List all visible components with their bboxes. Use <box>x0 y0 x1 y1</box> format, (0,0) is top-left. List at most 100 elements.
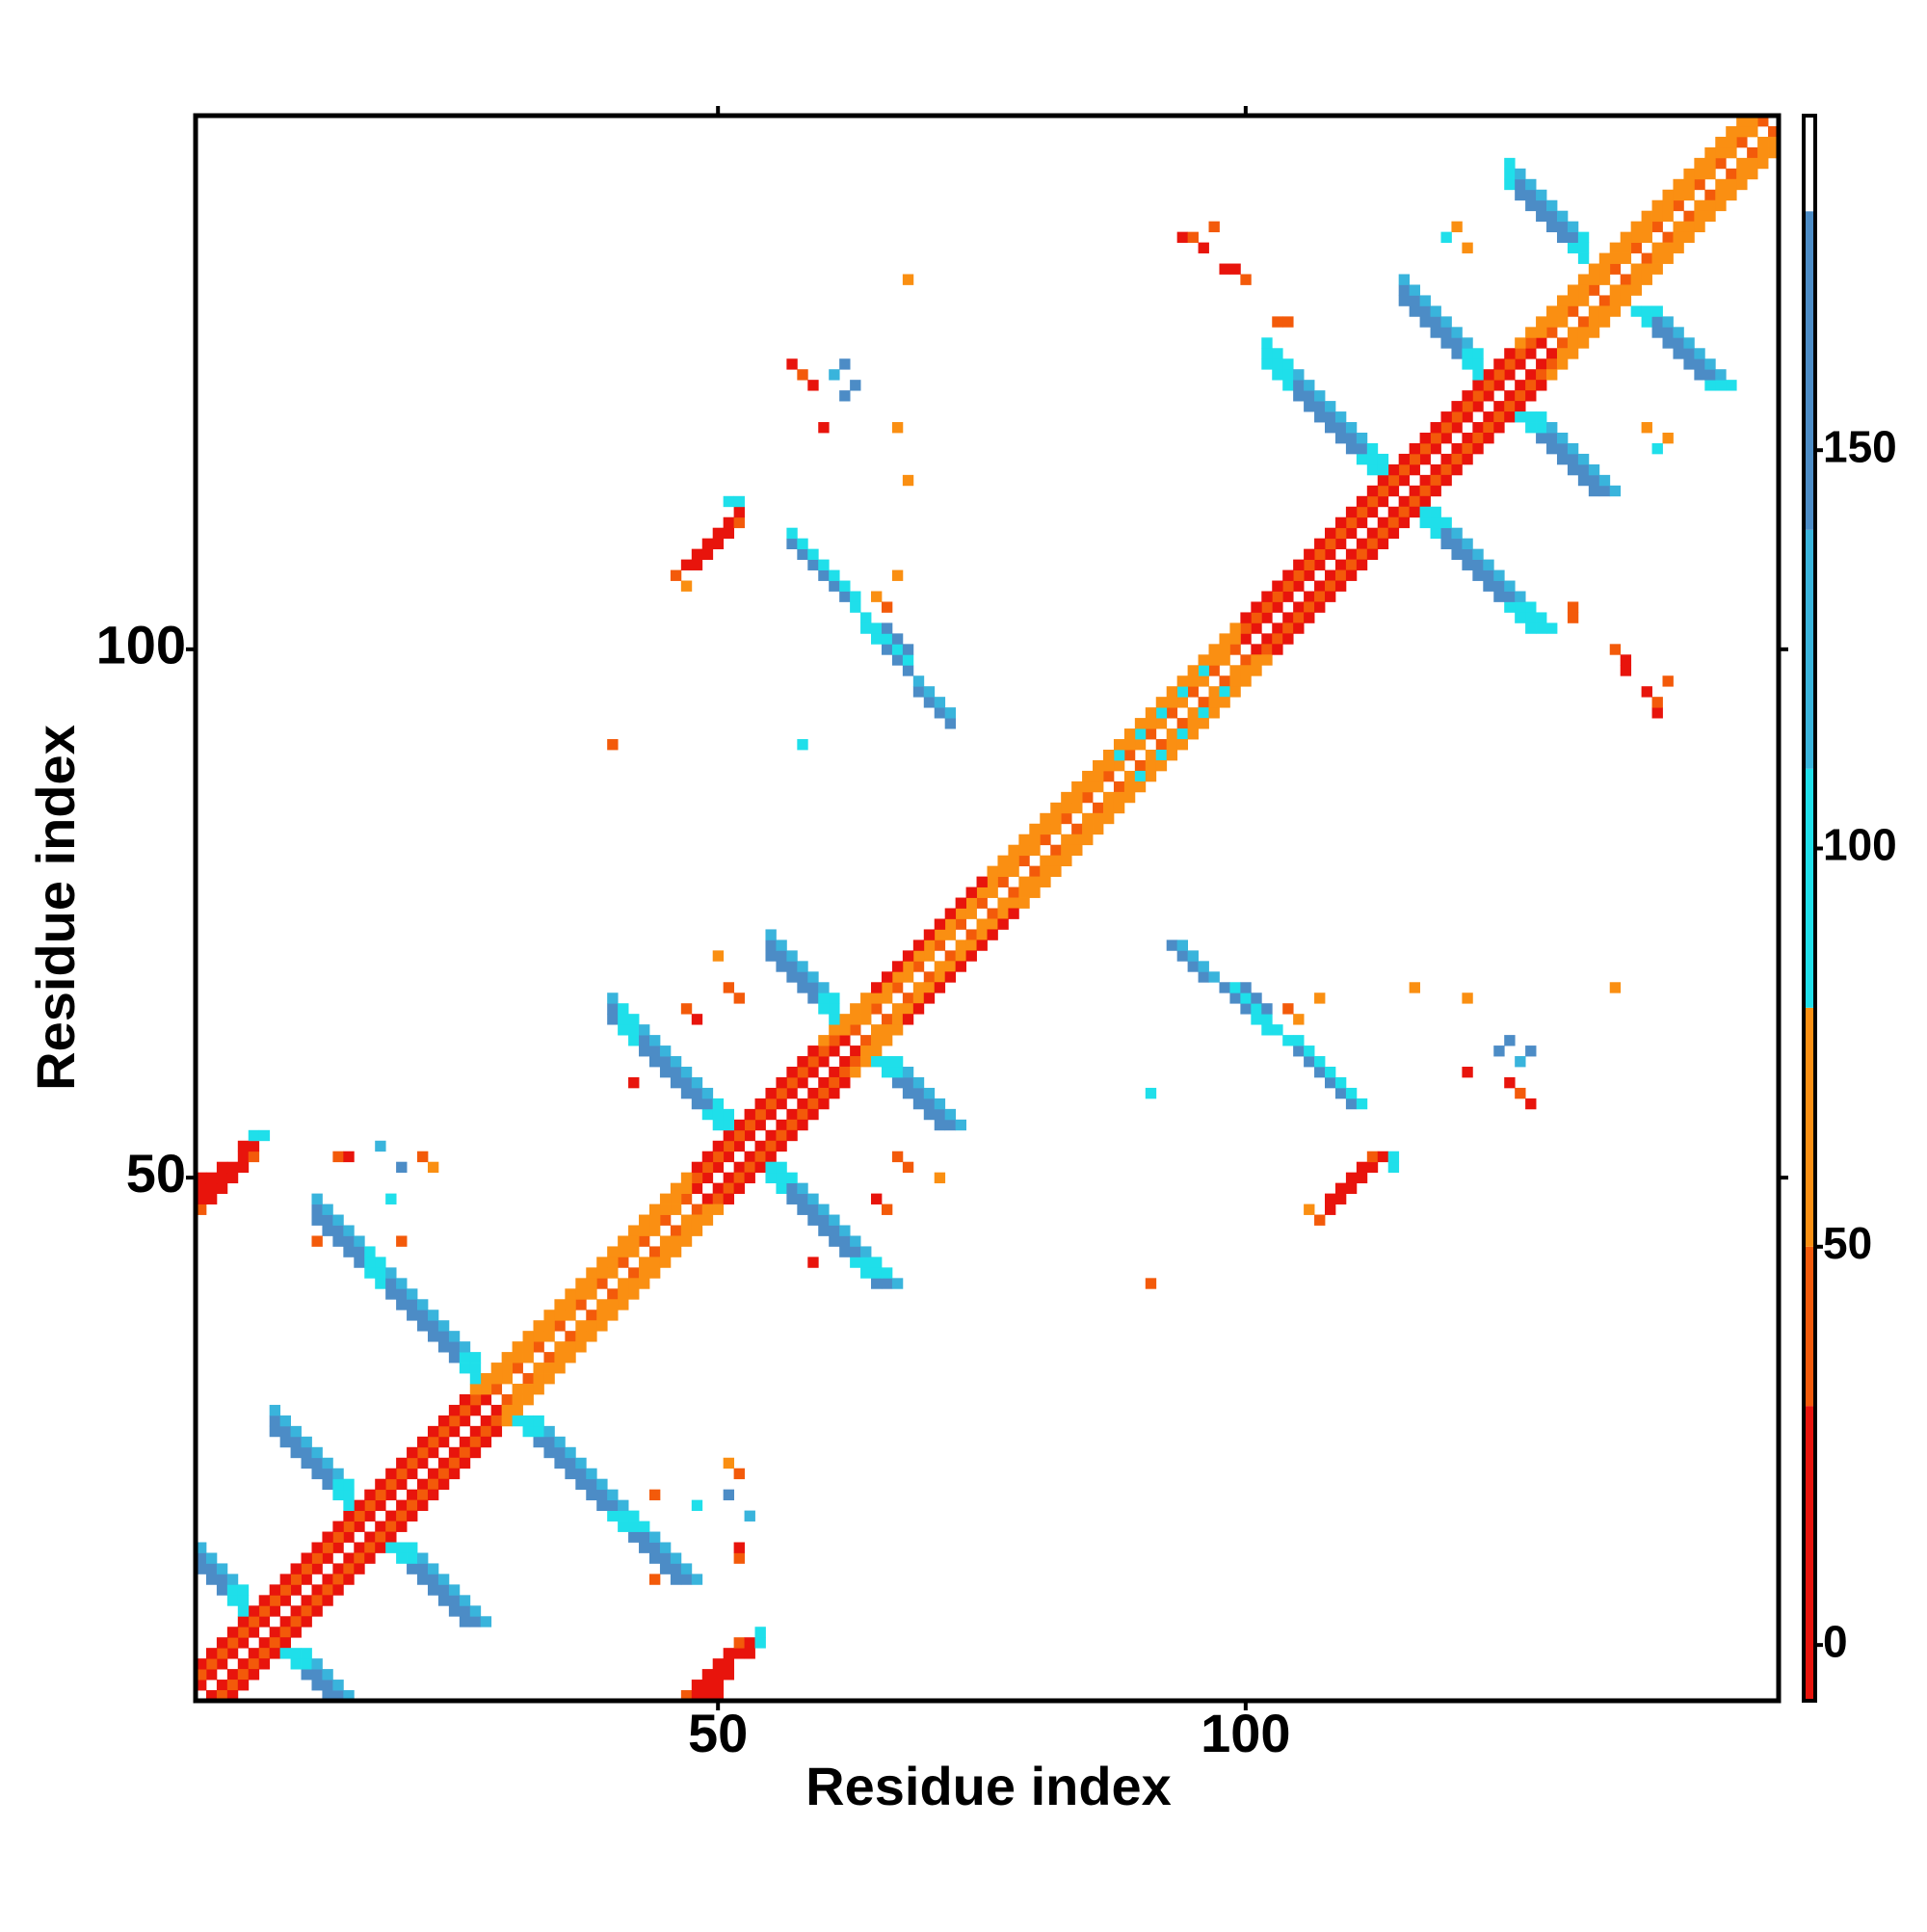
heatmap-cell <box>1419 305 1431 317</box>
heatmap-cell <box>480 1415 492 1427</box>
heatmap-cell <box>1229 644 1241 655</box>
heatmap-cell <box>786 950 798 962</box>
heatmap-cell <box>1345 442 1358 455</box>
heatmap-cell <box>1419 442 1431 455</box>
heatmap-cell <box>596 1499 608 1511</box>
heatmap-cell <box>1356 453 1368 465</box>
heatmap-cell <box>1588 284 1600 296</box>
heatmap-cell <box>923 697 936 708</box>
heatmap-cell <box>1334 538 1347 550</box>
heatmap-cell <box>290 1574 302 1585</box>
heatmap-cell <box>301 1446 312 1459</box>
heatmap-cell <box>554 1310 566 1321</box>
heatmap-cell <box>1398 274 1411 285</box>
heatmap-cell <box>1293 380 1305 391</box>
heatmap-cell <box>691 1690 703 1702</box>
heatmap-cell <box>1272 644 1283 655</box>
heatmap-cell <box>1726 380 1737 391</box>
heatmap-cell <box>912 1098 925 1110</box>
heatmap-cell <box>1029 887 1041 898</box>
heatmap-cell <box>891 644 904 655</box>
heatmap-cell <box>829 1214 840 1226</box>
heatmap-cell <box>733 1119 745 1131</box>
heatmap-cell <box>786 1119 798 1131</box>
heatmap-cell <box>1515 390 1526 402</box>
heatmap-cell <box>648 1489 661 1501</box>
heatmap-cell <box>1440 422 1452 434</box>
heatmap-cell <box>723 1182 735 1194</box>
heatmap-cell <box>1598 295 1611 306</box>
heatmap-cell <box>1567 337 1579 349</box>
heatmap-cell <box>818 1045 830 1057</box>
heatmap-cell <box>1123 728 1136 740</box>
heatmap-cell <box>364 1267 376 1279</box>
heatmap-cell <box>1398 463 1411 476</box>
heatmap-cell <box>670 1225 682 1236</box>
heatmap-cell <box>596 1299 608 1310</box>
heatmap-cell <box>1387 506 1400 518</box>
heatmap-cell <box>1651 305 1663 317</box>
heatmap-cell <box>1356 506 1368 518</box>
heatmap-cell <box>1334 411 1347 423</box>
heatmap-cell <box>628 1267 640 1279</box>
heatmap-cell <box>618 1499 629 1511</box>
heatmap-cell <box>1356 433 1368 444</box>
heatmap-cell <box>744 1648 755 1659</box>
heatmap-cell <box>1525 422 1537 434</box>
heatmap-cell <box>1430 463 1441 476</box>
heatmap-cell <box>1472 559 1484 570</box>
heatmap-cell <box>860 1257 872 1268</box>
heatmap-cell <box>364 1257 376 1268</box>
heatmap-cell <box>670 1235 682 1247</box>
heatmap-cell <box>1546 221 1558 233</box>
heatmap-cell <box>1556 295 1569 306</box>
heatmap-cell <box>311 1193 323 1204</box>
heatmap-cell <box>1093 770 1104 782</box>
heatmap-cell <box>1515 168 1526 180</box>
heatmap-cell <box>1483 433 1494 444</box>
heatmap-cell <box>1715 380 1727 391</box>
heatmap-cell <box>860 1003 872 1015</box>
heatmap-cell <box>1598 316 1611 328</box>
heatmap-cell <box>279 1616 291 1628</box>
heatmap-cell <box>1409 506 1420 518</box>
heatmap-cell <box>607 1246 619 1257</box>
heatmap-cell <box>1641 221 1652 233</box>
heatmap-cell <box>1430 422 1441 434</box>
heatmap-cell <box>639 1542 650 1553</box>
heatmap-cell <box>1736 125 1748 138</box>
heatmap-cell <box>1377 453 1389 465</box>
heatmap-cell <box>839 591 851 602</box>
heatmap-cell <box>618 1014 629 1025</box>
heatmap-cell <box>1219 982 1230 993</box>
heatmap-cell <box>776 961 787 972</box>
heatmap-cell <box>279 1627 291 1638</box>
heatmap-cell <box>1462 538 1473 550</box>
heatmap-cell <box>1071 844 1083 857</box>
heatmap-cell <box>997 908 1009 919</box>
heatmap-cell <box>364 1542 376 1553</box>
heatmap-cell <box>1398 284 1411 296</box>
heatmap-cell <box>618 1299 629 1310</box>
heatmap-cell <box>912 1076 925 1089</box>
heatmap-cell <box>776 1161 787 1174</box>
heatmap-cell <box>1662 210 1674 223</box>
heatmap-cell <box>448 1446 461 1459</box>
heatmap-cell <box>322 1225 333 1236</box>
heatmap-cell <box>1736 136 1748 148</box>
heatmap-cell <box>987 865 998 877</box>
heatmap-cell <box>607 1499 619 1511</box>
heatmap-cell <box>1102 791 1115 804</box>
heatmap-cell <box>712 950 725 962</box>
heatmap-cell <box>1102 802 1115 814</box>
heatmap-cell <box>311 1235 323 1247</box>
heatmap-cell <box>290 1425 302 1438</box>
heatmap-cell <box>1334 527 1347 540</box>
heatmap-cell <box>1198 697 1209 708</box>
heatmap-cell <box>1050 844 1062 857</box>
heatmap-cell <box>1462 337 1473 349</box>
heatmap-cell <box>639 1257 650 1268</box>
heatmap-cell <box>1440 453 1452 465</box>
heatmap-cell <box>891 1003 904 1015</box>
